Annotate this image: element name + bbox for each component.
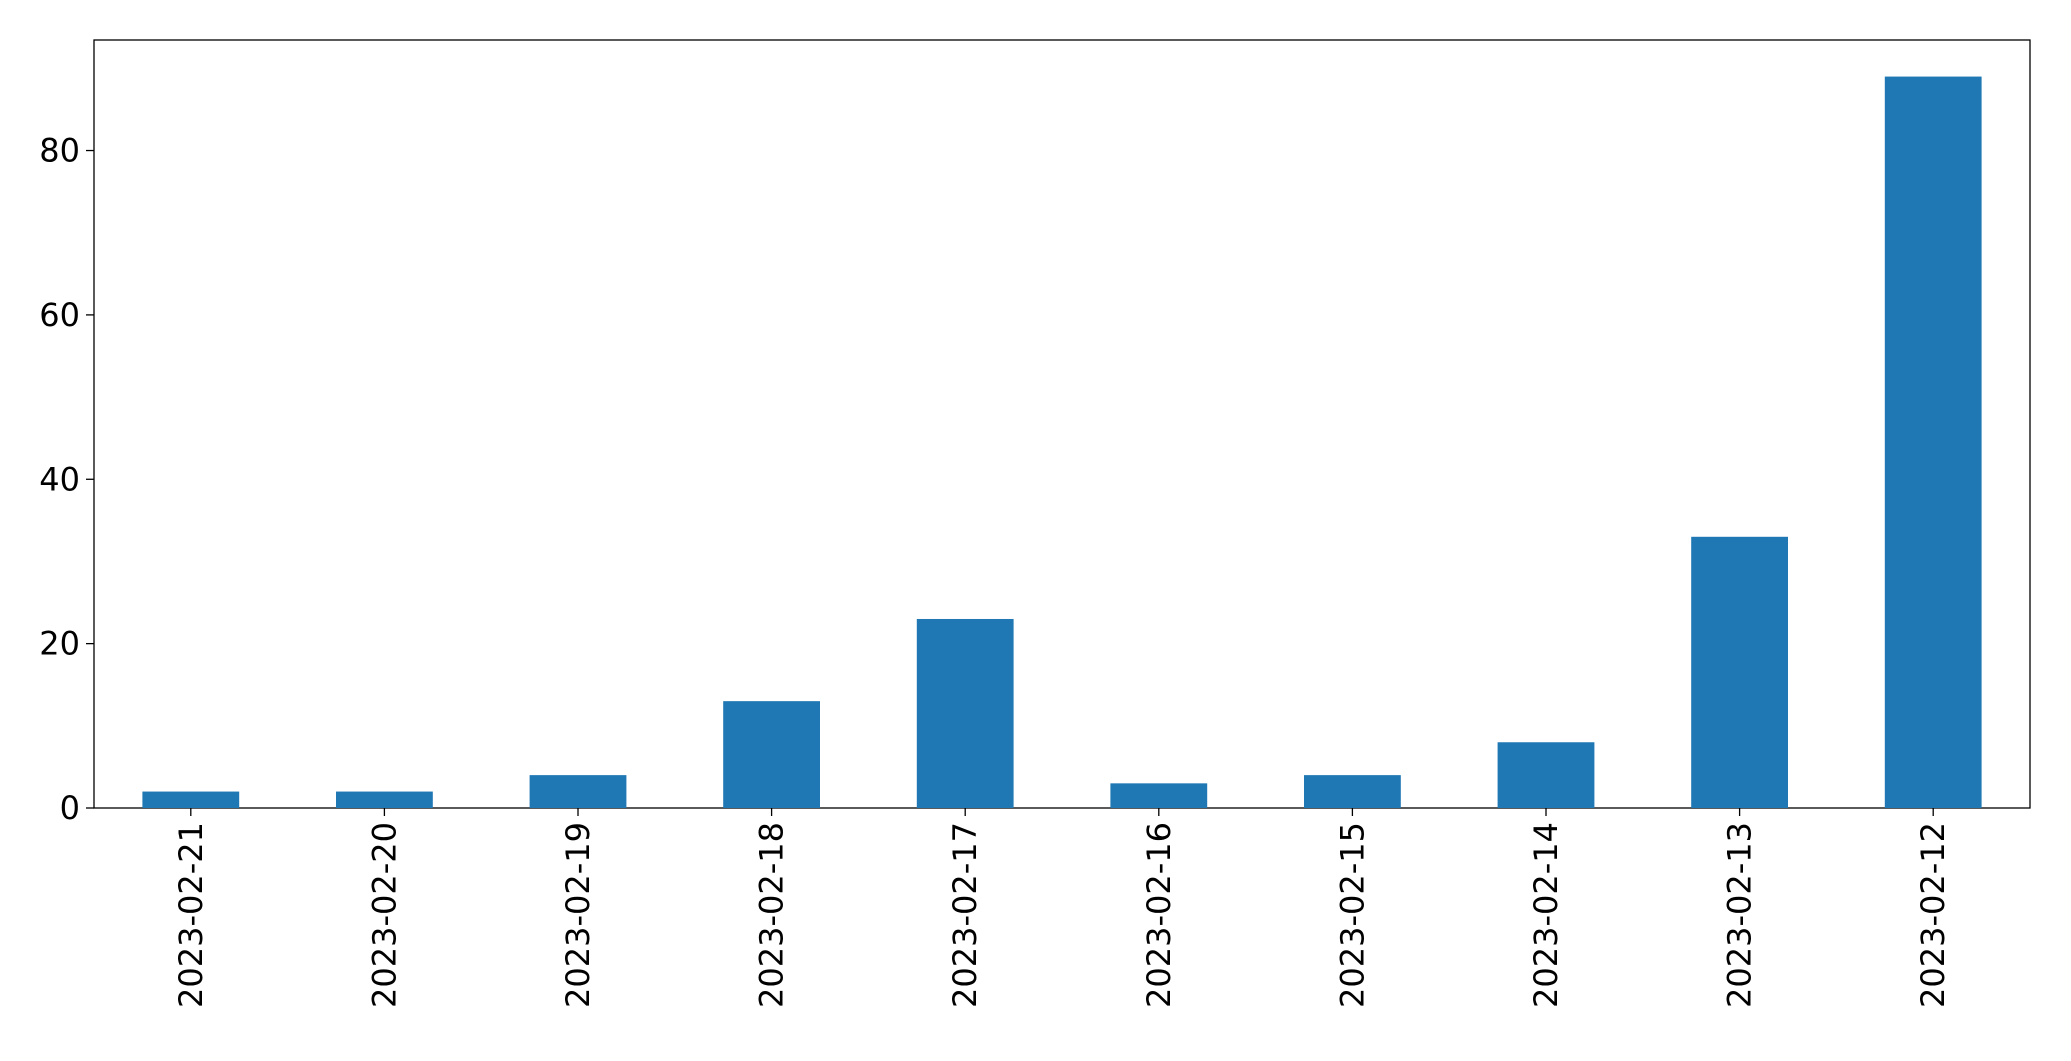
bar: [529, 775, 627, 808]
x-tick-label: 2023-02-15: [1333, 822, 1371, 1008]
bar: [142, 791, 240, 808]
y-tick-label: 20: [39, 625, 80, 663]
x-tick-label: 2023-02-17: [946, 822, 984, 1008]
bar: [916, 618, 1014, 808]
x-tick-label: 2023-02-21: [172, 822, 210, 1008]
bar: [1110, 783, 1208, 808]
y-tick-label: 0: [60, 789, 80, 827]
bar: [1497, 742, 1595, 808]
plot-frame: [93, 39, 2031, 809]
y-tick-label: 40: [39, 460, 80, 498]
x-tick-label: 2023-02-20: [365, 822, 403, 1008]
bar: [723, 701, 820, 808]
x-tick-label: 2023-02-16: [1140, 822, 1178, 1008]
y-tick-label: 80: [39, 132, 80, 170]
bar: [1884, 76, 1982, 809]
y-tick-label: 60: [39, 296, 80, 334]
x-tick-label: 2023-02-18: [753, 822, 791, 1008]
x-tick-label: 2023-02-14: [1527, 822, 1565, 1008]
x-tick-label: 2023-02-19: [559, 822, 597, 1008]
bar: [336, 791, 433, 808]
x-tick-label: 2023-02-12: [1914, 822, 1952, 1008]
bar: [1304, 775, 1401, 808]
bar: [1691, 536, 1788, 808]
x-tick-label: 2023-02-13: [1721, 822, 1759, 1008]
